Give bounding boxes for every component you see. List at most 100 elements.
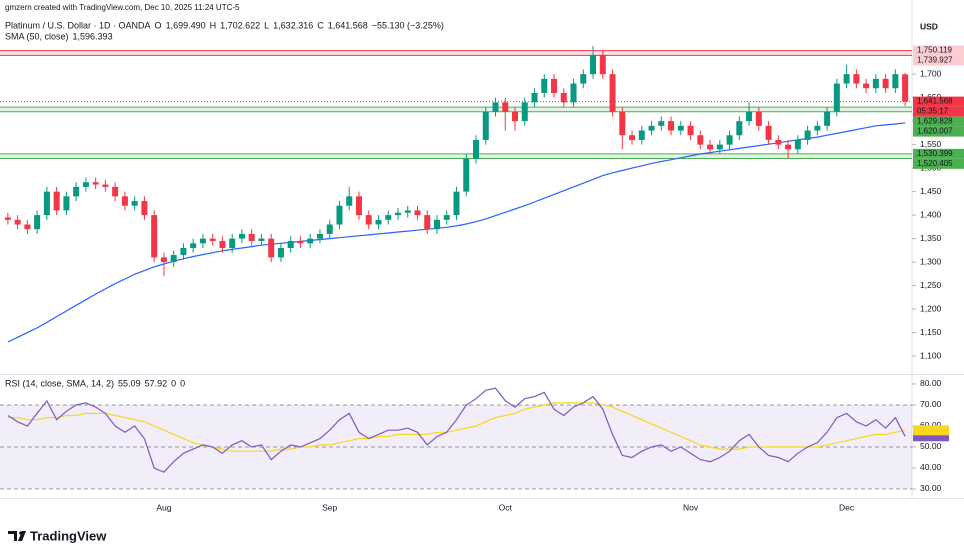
candle-body <box>121 196 128 206</box>
zone <box>0 107 912 112</box>
candle-body <box>746 111 753 122</box>
candle-body <box>414 210 421 216</box>
candle-body <box>804 130 811 140</box>
candle-body <box>404 210 411 213</box>
line <box>7 402 906 452</box>
candle-body <box>463 158 470 192</box>
candle-body <box>785 144 792 150</box>
candle-body <box>170 255 177 263</box>
indicator-title: RSI (14, close, SMA, 14, 2) <box>5 378 114 388</box>
candle-body <box>268 238 275 258</box>
y-tick-label: 1,200 <box>920 303 942 313</box>
candle-body <box>580 74 587 84</box>
candle-body <box>277 248 284 258</box>
candle-body <box>229 238 236 249</box>
x-tick-label: Sep <box>322 502 337 512</box>
candle-body <box>853 74 860 84</box>
candle-body <box>385 215 392 220</box>
candle-body <box>638 130 645 140</box>
candle-body <box>4 217 11 220</box>
legend: RSI (14, close, SMA, 14, 2) 55.09 57.92 0 0P… <box>5 20 444 388</box>
candle-body <box>326 224 333 234</box>
candle-body <box>765 125 772 140</box>
price-tag <box>913 45 964 56</box>
price-tag <box>913 106 964 117</box>
candle-body <box>443 215 450 220</box>
price-tag-label: 1,520.405 <box>917 159 953 168</box>
candle-body <box>375 219 382 225</box>
y-tick-label: 70.00 <box>920 399 942 409</box>
indicator-param: 0 <box>180 378 185 388</box>
y-tick-label: 1,250 <box>920 280 942 290</box>
candle-body <box>112 186 119 197</box>
symbol: Platinum / U.S. Dollar · 1D · OANDA <box>5 20 151 30</box>
value-tag <box>913 431 949 442</box>
ohlc-value: 1,632.316 <box>273 20 313 30</box>
candle-body <box>209 238 216 241</box>
candle-body <box>775 139 782 145</box>
y-tick-label: 1,350 <box>920 233 942 243</box>
candle-body <box>131 201 138 206</box>
candle-body <box>248 233 255 241</box>
x-tick-label: Dec <box>839 502 855 512</box>
price-tag-label: 1,620.007 <box>917 127 953 136</box>
y-tick-label: 1,700 <box>920 68 942 78</box>
sma-title: SMA (50, close) <box>5 31 69 41</box>
price-tag <box>913 148 964 159</box>
candle-body <box>34 215 41 230</box>
x-tick-label: Aug <box>156 502 171 512</box>
y-tick-label: 1,450 <box>920 186 942 196</box>
candle-body <box>199 238 206 244</box>
candle-body <box>902 74 909 102</box>
candle-body <box>151 215 158 258</box>
candle-body <box>551 78 558 93</box>
candle-body <box>365 215 372 225</box>
value-tag <box>913 425 949 436</box>
y-tick-label: 1,550 <box>920 139 942 149</box>
y-tick-label: 1,150 <box>920 327 942 337</box>
y-tick-label: 1,300 <box>920 256 942 266</box>
candle-body <box>619 111 626 136</box>
candle-body <box>160 257 167 263</box>
price-tag <box>913 96 964 107</box>
x-tick-label: Nov <box>683 502 699 512</box>
candle-body <box>43 191 50 216</box>
indicator-param: 0 <box>171 378 176 388</box>
candle-body <box>473 139 480 159</box>
sma-value: 1,596.393 <box>73 31 113 41</box>
currency: USD <box>920 21 938 31</box>
candle-body <box>794 139 801 150</box>
price-tag-label: 1,641.568 <box>917 97 953 106</box>
candle-body <box>599 55 606 75</box>
ohlc-key: O <box>155 20 162 30</box>
candle-body <box>453 191 460 216</box>
candle-body <box>882 78 889 89</box>
candle-body <box>219 240 226 249</box>
candle-body <box>716 144 723 150</box>
candle-body <box>355 196 362 216</box>
candle-body <box>707 144 714 150</box>
candle-body <box>590 55 597 75</box>
y-tick-label: 1,400 <box>920 209 942 219</box>
candle-body <box>346 196 353 206</box>
candle-body <box>482 111 489 140</box>
y-tick-label: 60.00 <box>920 420 942 430</box>
candle-body <box>736 121 743 136</box>
candle-body <box>892 74 899 89</box>
candle-body <box>833 83 840 112</box>
candle-body <box>609 74 616 112</box>
zone <box>0 50 912 56</box>
price-tag <box>913 158 964 169</box>
candle-body <box>824 111 831 126</box>
candle-body <box>521 102 528 122</box>
candle-body <box>843 74 850 84</box>
price-tag <box>913 55 964 66</box>
zone <box>0 153 912 159</box>
candle-body <box>677 125 684 131</box>
y-tick-label: 1,100 <box>920 350 942 360</box>
candle-body <box>697 135 704 145</box>
candle-body <box>570 83 577 103</box>
